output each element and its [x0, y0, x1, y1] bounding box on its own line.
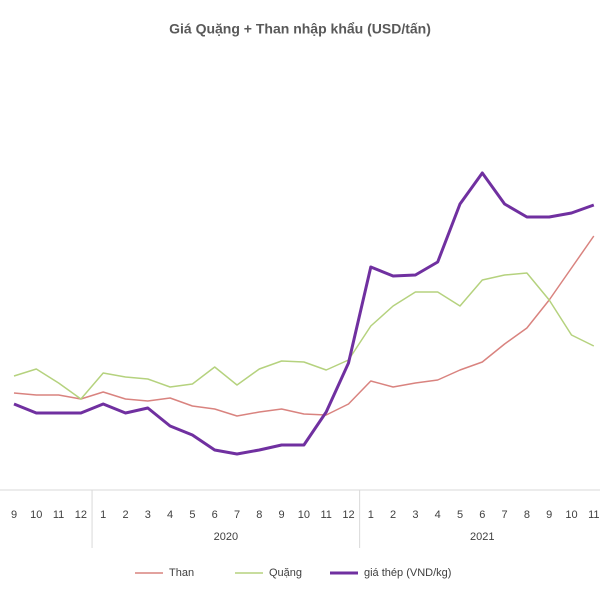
- x-tick-label: 9: [279, 509, 285, 521]
- x-tick-label: 12: [75, 509, 87, 521]
- group-label: 2020: [214, 531, 238, 543]
- x-tick-label: 4: [167, 509, 173, 521]
- x-tick-label: 11: [320, 509, 331, 521]
- x-tick-label: 2: [390, 509, 396, 521]
- x-tick-label: 9: [546, 509, 552, 521]
- x-tick-label: 2: [122, 509, 128, 521]
- x-tick-label: 3: [412, 509, 418, 521]
- x-tick-label: 6: [479, 509, 485, 521]
- legend-label: Than: [169, 567, 194, 579]
- x-tick-label: 8: [256, 509, 262, 521]
- series-line: [13, 171, 595, 456]
- x-tick-label: 5: [457, 509, 463, 521]
- x-tick-label: 11: [53, 509, 64, 521]
- chart-title: Giá Quặng + Than nhập khẩu (USD/tấn): [169, 21, 431, 37]
- x-tick-label: 6: [212, 509, 218, 521]
- x-tick-label: 1: [368, 509, 374, 521]
- x-tick-label: 7: [234, 509, 240, 521]
- series-line: [13, 235, 595, 417]
- x-tick-label: 5: [189, 509, 195, 521]
- x-tick-label: 3: [145, 509, 151, 521]
- series-line: [13, 272, 595, 400]
- x-tick-label: 10: [30, 509, 42, 521]
- x-tick-label: 7: [502, 509, 508, 521]
- x-tick-label: 10: [298, 509, 310, 521]
- x-tick-label: 11: [588, 509, 599, 521]
- x-tick-label: 4: [435, 509, 441, 521]
- x-tick-label: 1: [100, 509, 106, 521]
- legend-label: giá thép (VND/kg): [364, 567, 451, 579]
- x-tick-label: 8: [524, 509, 530, 521]
- x-tick-label: 9: [11, 509, 17, 521]
- group-label: 2021: [470, 531, 494, 543]
- x-tick-label: 12: [342, 509, 354, 521]
- x-tick-label: 10: [565, 509, 577, 521]
- legend-label: Quặng: [269, 567, 302, 579]
